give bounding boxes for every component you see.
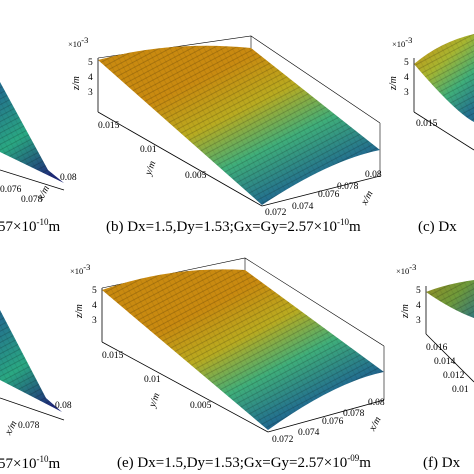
panel-e-xtick-1: 0.074 (298, 428, 320, 438)
panel-a-xtick-2: 0.08 (60, 173, 77, 183)
panel-e-ztick-1: 4 (92, 301, 97, 311)
panel-b-ztick-1: 4 (88, 73, 93, 83)
panel-f-surface-mesh (426, 280, 474, 318)
panel-d-xlabel: x/m (3, 419, 20, 438)
panel-b-surface-mesh (98, 45, 380, 205)
panel-c-zlabel: z/m (388, 76, 399, 91)
panel-d-xtick-0: 0.078 (18, 421, 40, 431)
panel-b: ×10-3 5 4 3 z/m 0.015 0.01 0.005 y/m 0.0… (68, 35, 382, 235)
panel-a-x-axis (0, 169, 65, 191)
panel-f: ×10-3 5 4 3 z/m 0.016 0.014 0.012 0.01 (… (396, 262, 474, 471)
panel-e-y-axis (101, 341, 269, 433)
panel-b-ztick-2: 3 (88, 88, 93, 98)
panel-b-ytick-2: 0.005 (185, 171, 207, 181)
panel-f-ytick-1: 0.014 (434, 357, 456, 367)
panel-a-xtick-0: 0.076 (0, 185, 22, 195)
panel-d-xtick-1: 0.08 (55, 401, 72, 411)
panel-b-ytick-1: 0.01 (140, 145, 157, 155)
panel-b-x-axis (261, 175, 381, 207)
panel-f-ytick-0: 0.016 (426, 343, 448, 353)
panel-b-xlabel: x/m (359, 189, 376, 208)
panel-e-xtick-2: 0.076 (322, 417, 344, 427)
panel-b-ztick-0: 5 (88, 58, 93, 68)
panel-e-ytick-0: 0.015 (102, 351, 124, 361)
panel-f-ytick-3: 0.01 (452, 385, 469, 395)
panel-b-xtick-3: 0.078 (337, 182, 359, 192)
panel-e-ylabel: y/m (147, 391, 163, 409)
panel-c-ztick-2: 3 (404, 88, 409, 98)
panel-e-ztick-2: 3 (92, 316, 97, 326)
panel-f-y-axis (425, 333, 474, 383)
panel-d-surface-mesh (0, 310, 62, 412)
panel-b-xtick-4: 0.08 (365, 170, 382, 180)
panel-d: 0.078 0.08 x/m 57×10-10m (0, 310, 72, 472)
panel-d-caption: 57×10-10m (0, 454, 60, 472)
panel-e-xtick-4: 0.08 (368, 398, 385, 408)
panel-e-ytick-2: 0.005 (190, 401, 212, 411)
panel-a-xtick-1: 0.078 (21, 195, 43, 205)
panel-f-caption: (f) Dx (423, 455, 461, 471)
panel-a: 0.076 0.078 0.08 x/m 57×10-10m (0, 82, 77, 235)
panel-c-surface-mesh (414, 34, 474, 122)
panel-e-z-multiplier: ×10-3 (70, 262, 90, 276)
panel-d-x-axis (0, 397, 65, 421)
panel-c-y-axis (413, 111, 474, 151)
panel-c-ztick-0: 5 (404, 58, 409, 68)
panel-b-caption: (b) Dx=1.5,Dy=1.53;Gx=Gy=2.57×10-10m (106, 217, 361, 235)
panel-e-surface-mesh (102, 269, 384, 430)
panel-b-ylabel: y/m (143, 159, 159, 177)
panel-c-ytick-0: 0.015 (416, 119, 438, 129)
panel-b-xtick-0: 0.072 (265, 208, 287, 218)
panel-e-ytick-1: 0.01 (144, 375, 161, 385)
panel-e-xtick-3: 0.078 (343, 409, 365, 419)
panel-a-caption: 57×10-10m (0, 217, 60, 235)
panel-e-ztick-0: 5 (92, 286, 97, 296)
panel-e-x-axis (267, 399, 385, 433)
panel-a-surface-mesh (0, 82, 64, 183)
panel-c-z-multiplier: ×10-3 (392, 35, 412, 49)
panel-f-ytick-2: 0.012 (443, 371, 465, 381)
panel-e: ×10-3 5 4 3 z/m 0.015 0.01 0.005 y/m 0.0… (70, 257, 385, 471)
panel-e-caption: (e) Dx=1.5,Dy=1.53;Gx=Gy=2.57×10-09m (117, 453, 371, 471)
panel-b-xtick-2: 0.076 (318, 190, 340, 200)
panel-e-xlabel: x/m (367, 415, 384, 434)
panel-b-zlabel: z/m (71, 76, 82, 91)
panel-b-y-axis (97, 111, 263, 207)
panel-f-ztick-1: 4 (416, 301, 421, 311)
panel-e-xtick-0: 0.072 (272, 435, 294, 445)
panel-f-ztick-0: 5 (416, 286, 421, 296)
panel-f-zlabel: z/m (400, 304, 411, 319)
panel-c: ×10-3 5 4 3 z/m 0.015 (c) Dx (388, 34, 474, 235)
panel-f-ztick-2: 3 (416, 316, 421, 326)
panel-c-ztick-1: 4 (404, 73, 409, 83)
panel-f-z-multiplier: ×10-3 (396, 262, 416, 276)
panel-b-z-multiplier: ×10-3 (68, 35, 88, 49)
panel-c-caption: (c) Dx (418, 219, 457, 235)
panel-b-ytick-0: 0.015 (98, 121, 120, 131)
panel-b-xtick-1: 0.074 (292, 202, 314, 212)
panel-e-zlabel: z/m (74, 304, 85, 319)
